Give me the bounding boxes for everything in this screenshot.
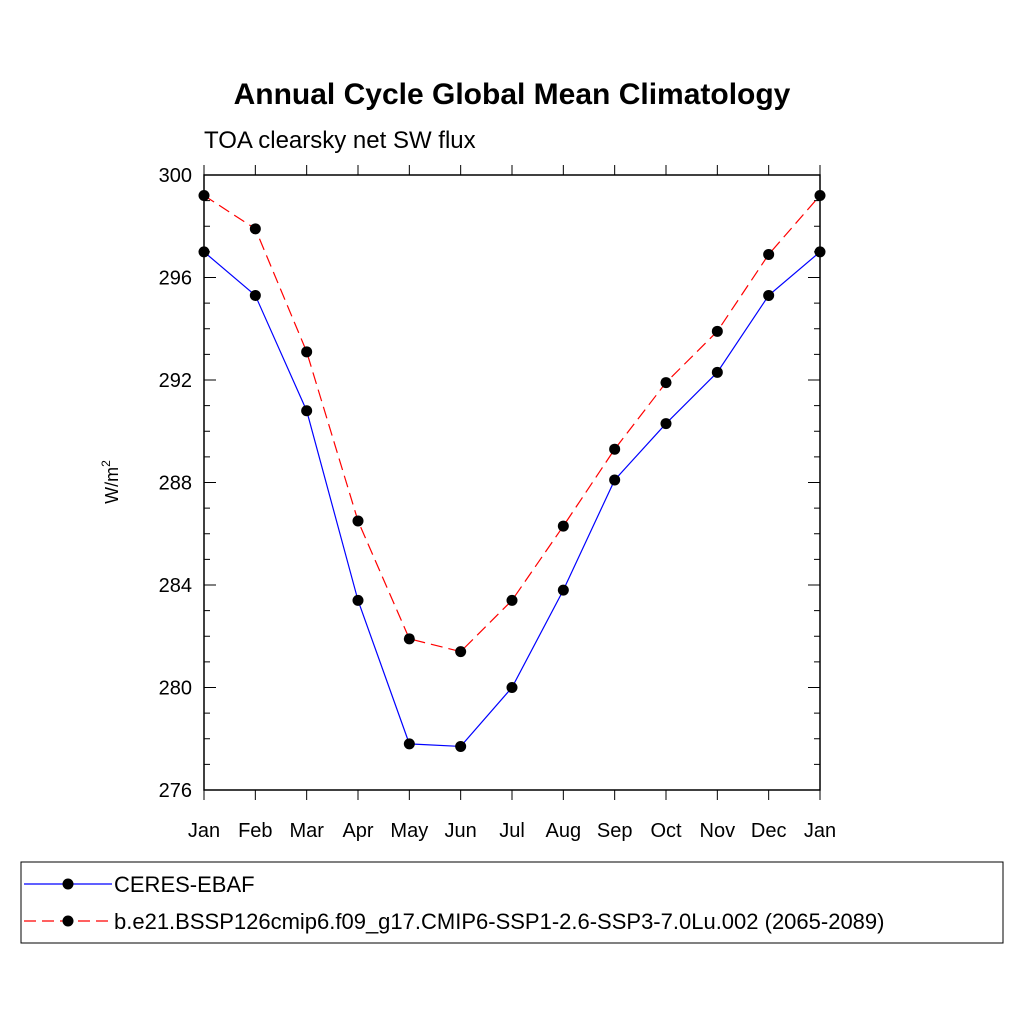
y-tick-label: 296 (159, 268, 192, 290)
x-tick-label: Dec (751, 820, 787, 842)
series-1-point (660, 418, 672, 430)
legend-label-2: b.e21.BSSP126cmip6.f09_g17.CMIP6-SSP1-2.… (114, 909, 884, 934)
y-axis-label-superscript: 2 (99, 460, 113, 467)
x-tick-label: Mar (289, 820, 324, 842)
x-tick-label: Jan (188, 820, 220, 842)
chart-subtitle: TOA clearsky net SW flux (204, 127, 476, 154)
series-2-point (557, 520, 569, 532)
axis-ticks (203, 165, 821, 800)
series-layer (198, 190, 826, 752)
x-tick-label: Jul (499, 820, 525, 842)
y-tick-label: 292 (159, 370, 192, 392)
series-2-point (660, 377, 672, 389)
series-2-point (763, 248, 775, 260)
x-tick-label: Apr (342, 820, 373, 842)
series-2-point (506, 594, 518, 606)
series-2-point (249, 223, 261, 235)
plot-frame (203, 174, 821, 791)
x-tick-label: Sep (597, 820, 633, 842)
y-tick-labels: 276 280 284 288 292 296 300 (159, 165, 192, 802)
x-tick-label: Jan (804, 820, 836, 842)
y-tick-label: 276 (159, 780, 192, 802)
x-tick-label: Jun (445, 820, 477, 842)
series-1-point (763, 289, 775, 301)
x-tick-label: Aug (546, 820, 582, 842)
series-1-point (352, 594, 364, 606)
legend: CERES-EBAF b.e21.BSSP126cmip6.f09_g17.CMI… (24, 872, 884, 934)
x-tick-label: Feb (238, 820, 272, 842)
y-tick-label: 288 (159, 473, 192, 495)
series-2-point (352, 515, 364, 527)
series-1-point (814, 246, 826, 258)
series-1-point (506, 682, 518, 693)
series-2-point (609, 443, 621, 455)
x-tick-labels: Jan Feb Mar Apr May Jun Jul Aug Sep Oct Nov Dec Jan (188, 820, 836, 842)
y-axis-label: W/m2 (99, 460, 122, 504)
legend-box (20, 861, 1004, 944)
series-2-point (814, 190, 826, 201)
series-line-2 (203, 194, 821, 653)
series-1-point (557, 584, 569, 596)
series-1-point (403, 738, 415, 750)
series-2-point (198, 190, 210, 201)
series-1-point (249, 289, 261, 301)
series-2-point (403, 633, 415, 645)
series-1-point (609, 474, 621, 486)
y-axis-label-unit: W/m (102, 467, 122, 504)
x-tick-label: Oct (650, 820, 682, 842)
series-1-point (198, 246, 210, 258)
series-1-point (301, 405, 313, 417)
legend-swatch-marker-2 (62, 915, 74, 927)
x-tick-label: Nov (700, 820, 736, 842)
chart-title: Annual Cycle Global Mean Climatology (234, 78, 791, 111)
y-tick-label: 300 (159, 165, 192, 187)
legend-swatch-marker-1 (62, 878, 74, 890)
series-2-point (711, 325, 723, 337)
y-tick-label: 284 (159, 575, 192, 597)
y-tick-label: 280 (159, 678, 192, 700)
x-tick-label: May (390, 820, 428, 842)
series-2-point (455, 646, 467, 658)
series-1-point (455, 740, 467, 752)
series-2-point (301, 346, 313, 358)
series-1-point (711, 366, 723, 378)
legend-label-1: CERES-EBAF (114, 872, 255, 897)
